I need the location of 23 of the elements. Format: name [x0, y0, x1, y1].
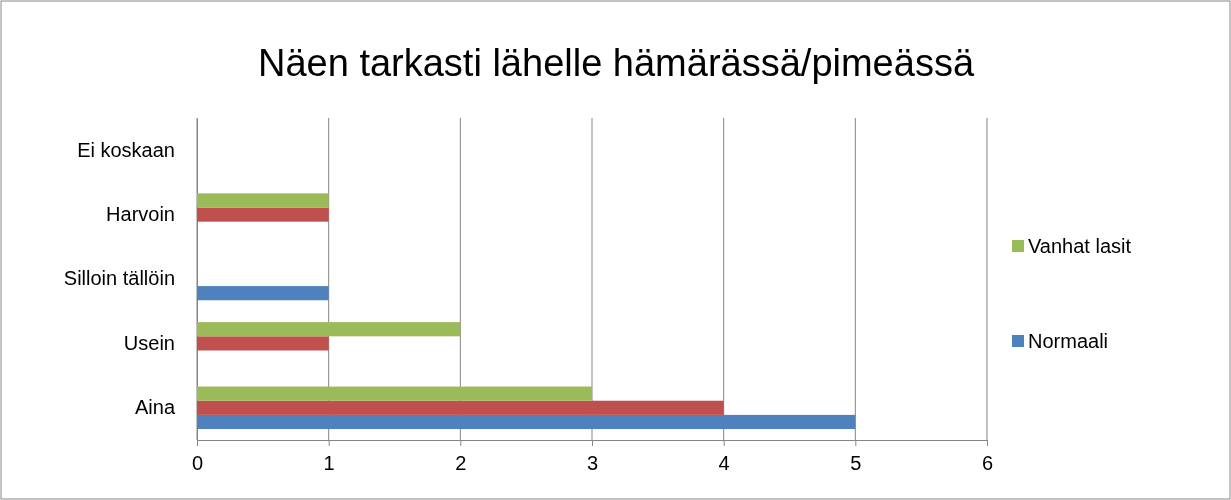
x-tick-label: 2 [455, 452, 467, 475]
y-tick-label: Harvoin [106, 203, 175, 225]
bar [197, 322, 461, 337]
chart-title: Näen tarkasti lähelle hämärässä/pimeässä [257, 42, 975, 84]
legend-label: Normaali [1028, 330, 1109, 352]
y-tick-label: Usein [123, 331, 175, 354]
y-tick-label: Silloin tällöin [63, 267, 175, 290]
y-tick-label: Ei koskaan [77, 138, 175, 161]
bar [197, 414, 856, 430]
bar [197, 286, 329, 301]
legend-label: Vanhat lasit [1028, 235, 1132, 257]
y-tick-label: Aina [134, 396, 176, 419]
bar [197, 207, 329, 222]
x-tick-label: 5 [850, 452, 862, 475]
x-tick-label: 1 [323, 452, 335, 475]
x-tick-label: 6 [981, 452, 994, 475]
bar [197, 193, 329, 208]
bar [197, 400, 724, 415]
bar [197, 336, 329, 351]
x-tick-label: 0 [191, 452, 204, 475]
x-tick-label: 4 [718, 452, 730, 475]
x-tick-label: 3 [586, 452, 599, 475]
bar [197, 386, 592, 401]
